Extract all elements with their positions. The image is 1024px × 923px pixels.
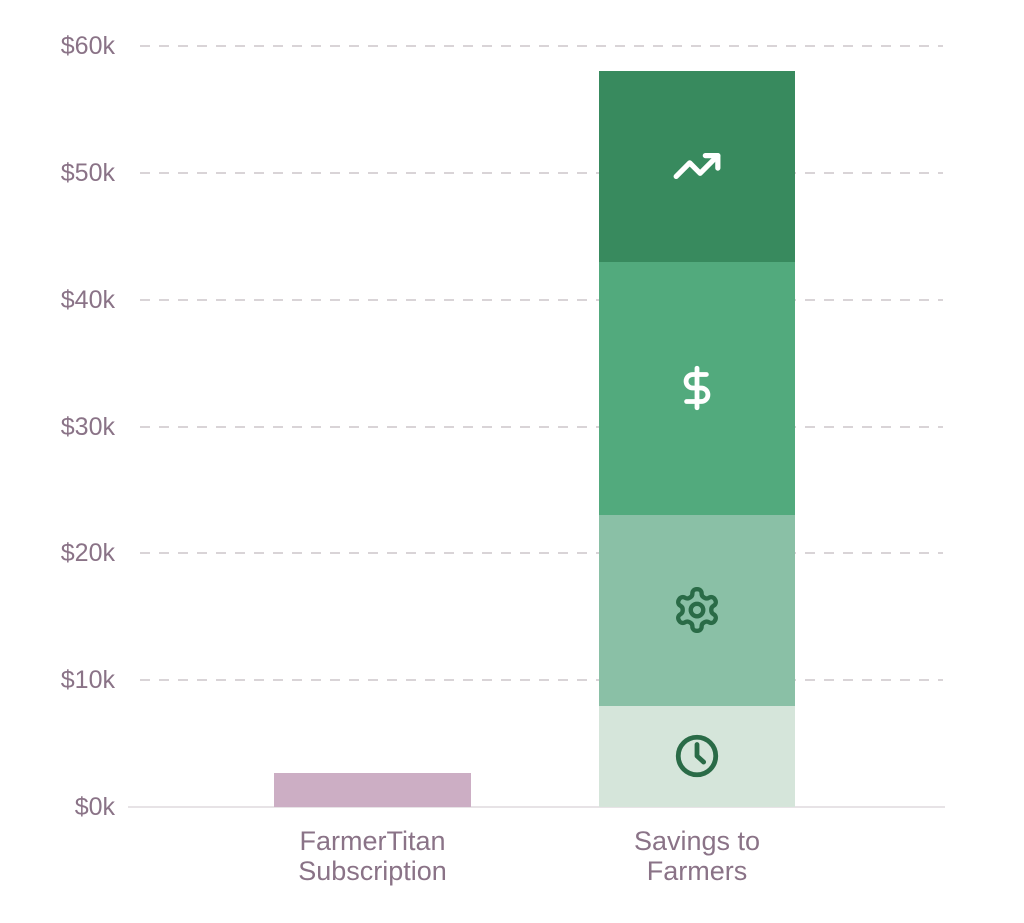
trending-up-segment[interactable] bbox=[599, 71, 795, 262]
y-tick-label: $40k bbox=[60, 285, 115, 314]
gridline bbox=[140, 45, 943, 47]
clock-icon bbox=[672, 731, 722, 781]
y-tick-label: $60k bbox=[60, 32, 115, 60]
trending-up-icon bbox=[672, 141, 722, 191]
category-label: Savings to Farmers bbox=[537, 826, 857, 886]
y-tick-label: $30k bbox=[60, 412, 115, 441]
subscription-cost-segment[interactable] bbox=[274, 772, 471, 807]
category-label-line: Savings to bbox=[633, 826, 761, 856]
gridline bbox=[140, 425, 943, 428]
y-tick-label: $10k bbox=[60, 666, 115, 695]
y-tick-label: $50k bbox=[60, 158, 115, 187]
x-axis-line bbox=[128, 806, 945, 808]
dollar-sign-icon bbox=[672, 363, 722, 413]
gridline bbox=[140, 171, 943, 174]
category-label: FarmerTitan Subscription bbox=[213, 826, 533, 886]
category-label-line: Subscription bbox=[298, 856, 447, 886]
dollar-segment[interactable] bbox=[599, 261, 795, 516]
gridline bbox=[140, 679, 943, 682]
gridline bbox=[140, 552, 943, 555]
category-label-line: FarmerTitan bbox=[299, 826, 446, 856]
category-label-line: Farmers bbox=[646, 856, 748, 886]
gear-segment[interactable] bbox=[599, 515, 795, 706]
y-tick-label: $0k bbox=[74, 793, 115, 821]
clock-segment[interactable] bbox=[599, 705, 795, 807]
gear-icon bbox=[672, 585, 722, 635]
gridline bbox=[140, 298, 943, 301]
y-tick-label: $20k bbox=[60, 539, 115, 568]
